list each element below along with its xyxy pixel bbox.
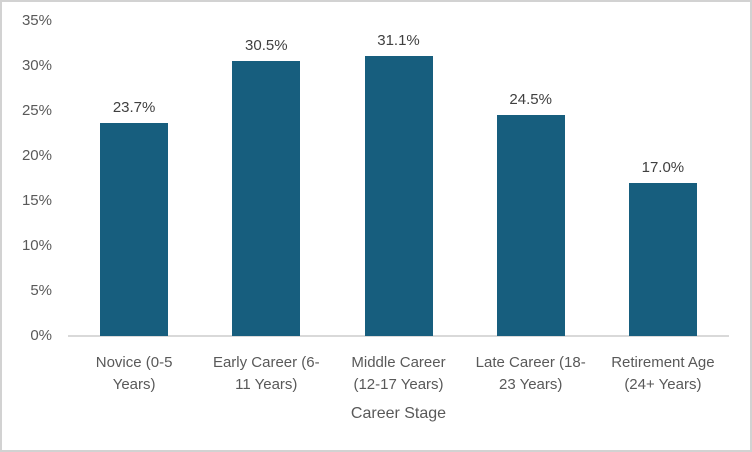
y-tick-label: 10% bbox=[21, 237, 52, 254]
y-axis: 0% 5% 10% 15% 20% 25% 30% 35% bbox=[2, 12, 52, 344]
y-tick-label: 25% bbox=[21, 102, 52, 119]
y-tick-label: 15% bbox=[21, 192, 52, 209]
x-tick-label: Middle Career (12-17 Years) bbox=[351, 354, 446, 393]
bar bbox=[496, 115, 565, 336]
bar-value-label: 31.1% bbox=[377, 32, 420, 49]
bar-value-label: 24.5% bbox=[509, 91, 552, 108]
x-tick-label: Early Career (6- 11 Years) bbox=[212, 354, 320, 393]
bar-value-label: 17.0% bbox=[641, 159, 685, 176]
bar bbox=[364, 56, 433, 336]
x-axis-line bbox=[68, 335, 729, 337]
x-tick-label: Late Career (18- 23 Years) bbox=[475, 354, 586, 393]
bar bbox=[100, 123, 169, 336]
y-tick-label: 5% bbox=[30, 282, 52, 299]
x-tick-label: Retirement Age (24+ Years) bbox=[611, 354, 715, 393]
bar-value-label: 23.7% bbox=[112, 99, 156, 116]
y-tick-label: 20% bbox=[21, 147, 52, 164]
x-axis-title: Career Stage bbox=[350, 405, 447, 422]
y-tick-label: 30% bbox=[21, 57, 52, 74]
x-tick-label: Novice (0-5 Years) bbox=[95, 354, 173, 393]
bar bbox=[232, 61, 301, 336]
bar bbox=[628, 183, 697, 336]
bar-value-label: 30.5% bbox=[245, 37, 288, 54]
plot-area: 23.7% Novice (0-5 Years) 30.5% Early Career… bbox=[68, 21, 729, 393]
y-tick-label: 0% bbox=[30, 327, 52, 344]
y-tick-label: 35% bbox=[21, 12, 52, 29]
